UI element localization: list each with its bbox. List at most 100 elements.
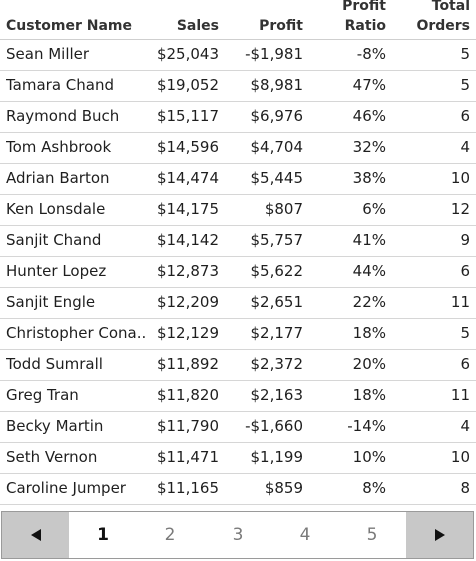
cell-total-orders: 4 bbox=[460, 417, 470, 435]
cell-profit-ratio: 20% bbox=[352, 355, 386, 373]
cell-profit: $1,199 bbox=[250, 448, 304, 466]
cell-total-orders: 4 bbox=[460, 138, 470, 156]
cell-profit: $8,981 bbox=[250, 76, 304, 94]
table-row[interactable]: Seth Vernon $11,471 $1,199 10% 10 bbox=[0, 443, 476, 474]
cell-profit-ratio: 18% bbox=[352, 386, 386, 404]
page-number-1[interactable]: 1 bbox=[97, 525, 109, 545]
table-row[interactable]: Greg Tran $11,820 $2,163 18% 11 bbox=[0, 381, 476, 412]
column-header-total-orders[interactable]: Total Orders bbox=[416, 0, 470, 36]
cell-customer-name: Adrian Barton bbox=[6, 169, 110, 187]
cell-total-orders: 9 bbox=[460, 231, 470, 249]
table-row[interactable]: Sanjit Engle $12,209 $2,651 22% 11 bbox=[0, 288, 476, 319]
cell-profit: $2,372 bbox=[250, 355, 304, 373]
table-row[interactable]: Sanjit Chand $14,142 $5,757 41% 9 bbox=[0, 226, 476, 257]
total-orders-header-line1: Total bbox=[431, 0, 470, 14]
cell-profit-ratio: 6% bbox=[362, 200, 386, 218]
profit-ratio-header-line1: Profit bbox=[342, 0, 386, 14]
page-number-3[interactable]: 3 bbox=[232, 525, 244, 545]
table-body: Sean Miller $25,043 -$1,981 -8% 5 Tamara Chan… bbox=[0, 40, 476, 505]
cell-profit: $5,757 bbox=[250, 231, 304, 249]
cell-profit-ratio: 10% bbox=[352, 448, 386, 466]
cell-sales: $14,474 bbox=[156, 169, 219, 187]
cell-sales: $11,892 bbox=[156, 355, 219, 373]
cell-total-orders: 6 bbox=[460, 107, 470, 125]
cell-profit: $2,163 bbox=[250, 386, 304, 404]
table-row[interactable]: Ken Lonsdale $14,175 $807 6% 12 bbox=[0, 195, 476, 226]
cell-profit-ratio: 22% bbox=[352, 293, 386, 311]
cell-profit-ratio: -14% bbox=[347, 417, 386, 435]
cell-profit-ratio: 44% bbox=[352, 262, 386, 280]
previous-page-button[interactable] bbox=[2, 512, 69, 558]
cell-profit: $2,177 bbox=[250, 324, 304, 342]
table-row[interactable]: Todd Sumrall $11,892 $2,372 20% 6 bbox=[0, 350, 476, 381]
customer-table: Customer Name Sales Profit Profit Ratio … bbox=[0, 0, 476, 505]
cell-customer-name: Ken Lonsdale bbox=[6, 200, 106, 218]
cell-customer-name: Seth Vernon bbox=[6, 448, 98, 466]
cell-total-orders: 5 bbox=[460, 76, 470, 94]
cell-profit: -$1,981 bbox=[245, 45, 303, 63]
table-row[interactable]: Christopher Cona.. $12,129 $2,177 18% 5 bbox=[0, 319, 476, 350]
column-header-profit[interactable]: Profit bbox=[259, 18, 303, 34]
column-header-profit-ratio[interactable]: Profit Ratio bbox=[342, 0, 386, 36]
cell-customer-name: Tamara Chand bbox=[6, 76, 115, 94]
cell-profit-ratio: 47% bbox=[352, 76, 386, 94]
cell-sales: $15,117 bbox=[156, 107, 219, 125]
cell-profit: $2,651 bbox=[250, 293, 304, 311]
cell-sales: $19,052 bbox=[156, 76, 219, 94]
cell-customer-name: Tom Ashbrook bbox=[6, 138, 112, 156]
page-number-4[interactable]: 4 bbox=[299, 525, 311, 545]
cell-profit-ratio: 32% bbox=[352, 138, 386, 156]
cell-sales: $14,596 bbox=[156, 138, 219, 156]
cell-sales: $11,790 bbox=[156, 417, 219, 435]
cell-customer-name: Sanjit Chand bbox=[6, 231, 102, 249]
cell-profit: -$1,660 bbox=[245, 417, 303, 435]
page-number-5[interactable]: 5 bbox=[366, 525, 378, 545]
table-row[interactable]: Tamara Chand $19,052 $8,981 47% 5 bbox=[0, 71, 476, 102]
cell-sales: $12,129 bbox=[156, 324, 219, 342]
cell-profit-ratio: 8% bbox=[362, 479, 386, 497]
cell-sales: $11,820 bbox=[156, 386, 219, 404]
cell-sales: $12,209 bbox=[156, 293, 219, 311]
column-header-customer-name[interactable]: Customer Name bbox=[6, 18, 132, 34]
cell-total-orders: 11 bbox=[450, 386, 470, 404]
table-row[interactable]: Caroline Jumper $11,165 $859 8% 8 bbox=[0, 474, 476, 505]
triangle-right-icon bbox=[434, 529, 445, 541]
cell-profit-ratio: 46% bbox=[352, 107, 386, 125]
next-page-button[interactable] bbox=[406, 512, 473, 558]
cell-profit: $5,622 bbox=[250, 262, 304, 280]
pagination-bar: 1 2 3 4 5 bbox=[1, 511, 474, 559]
cell-sales: $11,471 bbox=[156, 448, 219, 466]
cell-customer-name: Sean Miller bbox=[6, 45, 90, 63]
cell-profit: $807 bbox=[264, 200, 303, 218]
cell-customer-name: Raymond Buch bbox=[6, 107, 120, 125]
cell-profit: $6,976 bbox=[250, 107, 304, 125]
total-orders-header-line2: Orders bbox=[416, 18, 470, 34]
cell-total-orders: 8 bbox=[460, 479, 470, 497]
cell-profit: $5,445 bbox=[250, 169, 304, 187]
table-row[interactable]: Sean Miller $25,043 -$1,981 -8% 5 bbox=[0, 40, 476, 71]
cell-sales: $25,043 bbox=[156, 45, 219, 63]
cell-total-orders: 11 bbox=[450, 293, 470, 311]
cell-customer-name: Todd Sumrall bbox=[6, 355, 103, 373]
cell-total-orders: 12 bbox=[450, 200, 470, 218]
cell-total-orders: 5 bbox=[460, 45, 470, 63]
cell-profit-ratio: 38% bbox=[352, 169, 386, 187]
cell-sales: $14,142 bbox=[156, 231, 219, 249]
cell-total-orders: 5 bbox=[460, 324, 470, 342]
table-row[interactable]: Raymond Buch $15,117 $6,976 46% 6 bbox=[0, 102, 476, 133]
table-row[interactable]: Becky Martin $11,790 -$1,660 -14% 4 bbox=[0, 412, 476, 443]
triangle-left-icon bbox=[30, 529, 41, 541]
table-row[interactable]: Hunter Lopez $12,873 $5,622 44% 6 bbox=[0, 257, 476, 288]
cell-profit-ratio: -8% bbox=[356, 45, 386, 63]
cell-customer-name: Caroline Jumper bbox=[6, 479, 126, 497]
cell-customer-name: Christopher Cona.. bbox=[6, 324, 147, 342]
page-number-2[interactable]: 2 bbox=[164, 525, 176, 545]
table-row[interactable]: Adrian Barton $14,474 $5,445 38% 10 bbox=[0, 164, 476, 195]
table-row[interactable]: Tom Ashbrook $14,596 $4,704 32% 4 bbox=[0, 133, 476, 164]
column-header-sales[interactable]: Sales bbox=[176, 18, 219, 34]
cell-total-orders: 6 bbox=[460, 262, 470, 280]
cell-profit: $859 bbox=[264, 479, 303, 497]
cell-profit-ratio: 41% bbox=[352, 231, 386, 249]
table-header: Customer Name Sales Profit Profit Ratio … bbox=[0, 0, 476, 40]
cell-customer-name: Sanjit Engle bbox=[6, 293, 96, 311]
